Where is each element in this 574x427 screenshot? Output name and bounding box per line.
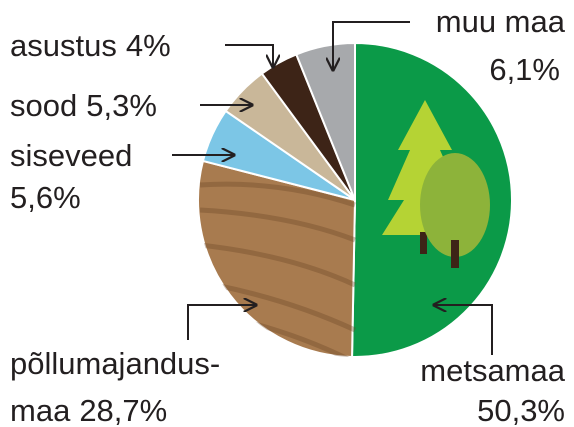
value-label: 5,6% <box>10 180 81 215</box>
value-label: 5,3% <box>86 88 157 123</box>
value-label: 28,7% <box>79 393 167 427</box>
category-label: põllumajandus-maa <box>10 346 220 427</box>
category-label: muu maa <box>436 4 566 39</box>
leader-line <box>333 21 410 70</box>
leader-line <box>434 305 493 355</box>
pie-slice <box>197 159 357 358</box>
value-label: 4% <box>126 28 171 63</box>
category-label: sood <box>10 88 77 123</box>
trees <box>382 100 490 268</box>
value-label: 6,1% <box>489 52 560 87</box>
leader-line <box>225 44 273 67</box>
leader-line <box>187 305 256 340</box>
pie-slice <box>294 41 356 201</box>
category-label: asustus <box>10 28 117 63</box>
category-label: siseveed <box>10 138 132 173</box>
pie <box>197 41 513 358</box>
category-label: metsamaa <box>420 353 565 388</box>
leader-lines <box>172 21 493 355</box>
value-label: 50,3% <box>477 393 565 427</box>
